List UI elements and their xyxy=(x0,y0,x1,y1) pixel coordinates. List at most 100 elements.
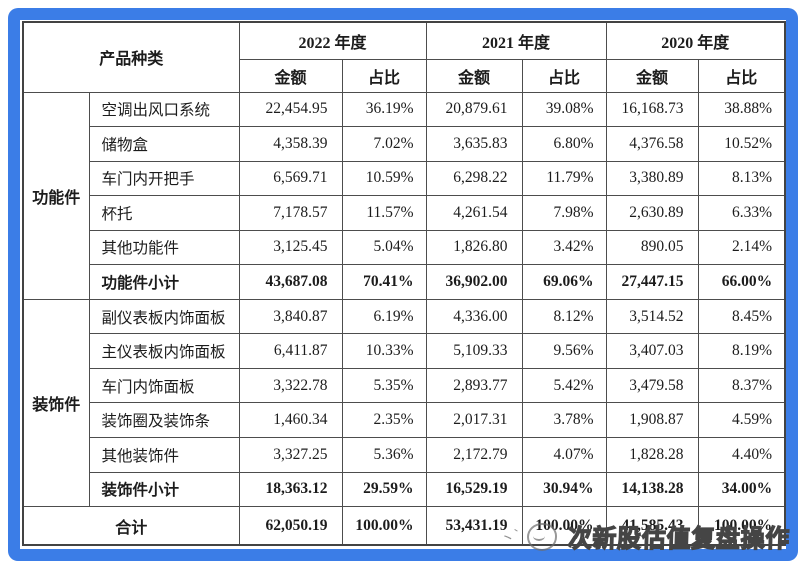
amount-cell: 3,125.45 xyxy=(238,229,343,266)
header-year-2020: 2020 年度 xyxy=(605,21,786,60)
amount-cell: 4,358.39 xyxy=(238,126,343,162)
table-row: 其他装饰件 3,327.25 5.36% 2,172.79 4.07% 1,82… xyxy=(23,436,786,473)
ratio-cell: 8.37% xyxy=(697,367,786,404)
ratio-cell: 29.59% xyxy=(341,471,427,508)
amount-cell: 890.05 xyxy=(605,229,699,266)
amount-cell: 4,336.00 xyxy=(425,298,523,335)
subtotal-label: 功能件小计 xyxy=(88,264,240,300)
header-row-years: 产品种类 2022 年度 2021 年度 2020 年度 xyxy=(22,21,786,93)
ratio-cell: 4.07% xyxy=(521,436,607,473)
ratio-cell: 11.57% xyxy=(341,195,427,231)
product-revenue-table-wrap: 产品种类 2022 年度 2021 年度 2020 年度 金额 占比 金额 占比… xyxy=(22,21,787,546)
amount-cell: 3,380.89 xyxy=(605,160,699,197)
header-ratio-2022: 占比 xyxy=(341,58,427,93)
ratio-cell: 10.59% xyxy=(341,160,427,197)
header-year-2021: 2021 年度 xyxy=(425,21,607,60)
ratio-cell: 38.88% xyxy=(697,91,786,128)
table-row: 主仪表板内饰面板 6,411.87 10.33% 5,109.33 9.56% … xyxy=(23,333,786,369)
product-label: 其他装饰件 xyxy=(88,436,240,473)
ratio-cell: 9.56% xyxy=(521,333,607,369)
ratio-cell: 8.12% xyxy=(521,298,607,335)
header-amount-2022: 金额 xyxy=(238,58,343,93)
amount-cell: 53,431.19 xyxy=(425,506,523,546)
table-row: 装饰件 副仪表板内饰面板 3,840.87 6.19% 4,336.00 8.1… xyxy=(22,298,786,508)
product-label: 装饰圈及装饰条 xyxy=(88,402,240,438)
header-ratio-2021: 占比 xyxy=(521,58,607,93)
subtotal-label: 装饰件小计 xyxy=(88,471,240,508)
header-amount-2021: 金额 xyxy=(425,58,523,93)
amount-cell: 3,514.52 xyxy=(605,298,699,335)
amount-cell: 1,828.28 xyxy=(605,436,699,473)
ratio-cell: 34.00% xyxy=(697,471,786,508)
ratio-cell: 5.35% xyxy=(341,367,427,404)
amount-cell: 16,168.73 xyxy=(605,91,699,128)
header-amount-2020: 金额 xyxy=(605,58,699,93)
ratio-cell: 5.04% xyxy=(341,229,427,266)
ratio-cell: 3.78% xyxy=(521,402,607,438)
header-row-sublabels: 金额 占比 金额 占比 金额 占比 xyxy=(23,58,786,93)
ratio-cell: 6.33% xyxy=(697,195,786,231)
product-label: 储物盒 xyxy=(88,126,240,162)
amount-cell: 3,840.87 xyxy=(238,298,343,335)
ratio-cell: 8.45% xyxy=(697,298,786,335)
amount-cell: 16,529.19 xyxy=(425,471,523,508)
ratio-cell: 39.08% xyxy=(521,91,607,128)
ratio-cell: 69.06% xyxy=(521,264,607,300)
amount-cell: 2,172.79 xyxy=(425,436,523,473)
ratio-cell: 11.79% xyxy=(521,160,607,197)
ratio-cell: 4.59% xyxy=(697,402,786,438)
ratio-cell: 5.36% xyxy=(341,436,427,473)
header-year-2022: 2022 年度 xyxy=(238,21,427,60)
ratio-cell: 6.80% xyxy=(521,126,607,162)
amount-cell: 2,017.31 xyxy=(425,402,523,438)
product-label: 杯托 xyxy=(88,195,240,231)
ratio-cell: 5.42% xyxy=(521,367,607,404)
group-label-decorative: 装饰件 xyxy=(22,298,90,508)
amount-cell: 3,327.25 xyxy=(238,436,343,473)
amount-cell: 20,879.61 xyxy=(425,91,523,128)
amount-cell: 3,407.03 xyxy=(605,333,699,369)
amount-cell: 6,298.22 xyxy=(425,160,523,197)
ratio-cell: 7.02% xyxy=(341,126,427,162)
table-row: 车门内开把手 6,569.71 10.59% 6,298.22 11.79% 3… xyxy=(23,160,786,197)
total-label: 合计 xyxy=(22,506,240,546)
ratio-cell: 10.33% xyxy=(341,333,427,369)
product-label: 其他功能件 xyxy=(88,229,240,266)
amount-cell: 41,585.43 xyxy=(605,506,699,546)
table-row: 装饰圈及装饰条 1,460.34 2.35% 2,017.31 3.78% 1,… xyxy=(23,402,786,438)
amount-cell: 5,109.33 xyxy=(425,333,523,369)
ratio-cell: 8.13% xyxy=(697,160,786,197)
header-product-category: 产品种类 xyxy=(22,21,240,93)
ratio-cell: 8.19% xyxy=(697,333,786,369)
amount-cell: 27,447.15 xyxy=(605,264,699,300)
table-row: 车门内饰面板 3,322.78 5.35% 2,893.77 5.42% 3,4… xyxy=(23,367,786,404)
amount-cell: 6,411.87 xyxy=(238,333,343,369)
amount-cell: 4,376.58 xyxy=(605,126,699,162)
amount-cell: 1,460.34 xyxy=(238,402,343,438)
ratio-cell: 2.14% xyxy=(697,229,786,266)
ratio-cell: 70.41% xyxy=(341,264,427,300)
group-label-functional: 功能件 xyxy=(22,91,90,300)
product-label: 车门内饰面板 xyxy=(88,367,240,404)
subtotal-row-functional: 功能件小计 43,687.08 70.41% 36,902.00 69.06% … xyxy=(23,264,786,300)
ratio-cell: 10.52% xyxy=(697,126,786,162)
ratio-cell: 100.00% xyxy=(697,506,786,546)
ratio-cell: 4.40% xyxy=(697,436,786,473)
subtotal-row-decorative: 装饰件小计 18,363.12 29.59% 16,529.19 30.94% … xyxy=(23,471,786,508)
product-label: 主仪表板内饰面板 xyxy=(88,333,240,369)
amount-cell: 62,050.19 xyxy=(238,506,343,546)
amount-cell: 7,178.57 xyxy=(238,195,343,231)
amount-cell: 1,826.80 xyxy=(425,229,523,266)
amount-cell: 2,630.89 xyxy=(605,195,699,231)
amount-cell: 3,322.78 xyxy=(238,367,343,404)
amount-cell: 3,479.58 xyxy=(605,367,699,404)
ratio-cell: 36.19% xyxy=(341,91,427,128)
ratio-cell: 7.98% xyxy=(521,195,607,231)
table-row: 功能件 空调出风口系统 22,454.95 36.19% 20,879.61 3… xyxy=(22,91,786,300)
ratio-cell: 66.00% xyxy=(697,264,786,300)
amount-cell: 36,902.00 xyxy=(425,264,523,300)
amount-cell: 6,569.71 xyxy=(238,160,343,197)
amount-cell: 22,454.95 xyxy=(238,91,343,128)
amount-cell: 1,908.87 xyxy=(605,402,699,438)
blue-frame: 产品种类 2022 年度 2021 年度 2020 年度 金额 占比 金额 占比… xyxy=(8,8,798,561)
